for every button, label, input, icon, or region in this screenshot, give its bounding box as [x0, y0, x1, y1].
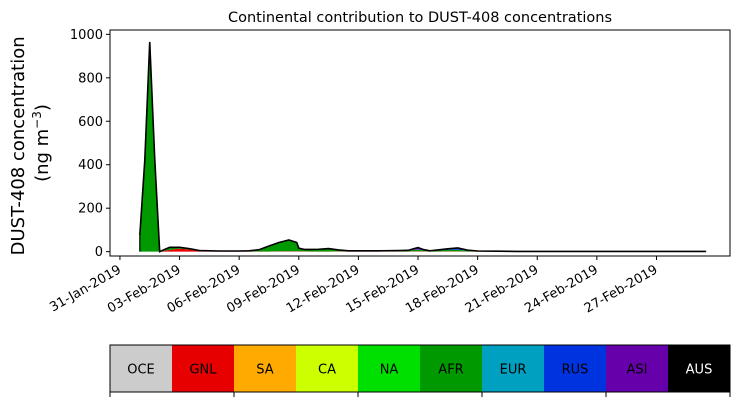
y-tick-label: 1000	[70, 28, 103, 43]
chart-title: Continental contribution to DUST-408 con…	[228, 10, 612, 26]
legend-colorbar: OCE GNL SA CA NA AFR EUR RUS ASI AUS	[109, 344, 731, 397]
area-rus	[139, 41, 707, 252]
y-tick-label: 0	[95, 245, 103, 260]
legend-label-sa: SA	[256, 363, 273, 378]
y-axis: 0 200 400 600 800 1000	[70, 28, 110, 260]
y-axis-label-line2: (ng m−3)	[30, 104, 53, 182]
y-tick-label: 600	[78, 115, 103, 130]
total-line	[139, 41, 707, 253]
y-tick-label: 800	[78, 71, 103, 86]
y-axis-label-line1: DUST-408 concentration	[8, 36, 29, 255]
legend-label-rus: RUS	[562, 363, 589, 378]
legend-swatch-eur	[482, 345, 544, 392]
legend-label-oce: OCE	[127, 363, 155, 378]
legend-frame	[109, 344, 731, 393]
y-tick-label: 200	[78, 202, 103, 217]
legend-swatch-aus	[668, 345, 730, 392]
legend-swatch-sa	[234, 345, 296, 392]
x-axis: 31-Jan-201903-Feb-201906-Feb-201909-Feb-…	[47, 256, 660, 316]
series-areas	[139, 41, 707, 253]
legend-label-afr: AFR	[438, 363, 463, 378]
legend-label-gnl: GNL	[189, 363, 217, 378]
legend-label-asi: ASI	[627, 363, 648, 378]
legend-swatch-gnl	[172, 345, 234, 392]
area-afr	[139, 41, 707, 252]
y-axis-label: DUST-408 concentration (ng m−3)	[8, 31, 53, 256]
legend-label-ca: CA	[318, 363, 336, 378]
legend-swatch-asi	[606, 345, 668, 392]
legend-swatch-oce	[110, 345, 172, 392]
legend-label-na: NA	[380, 363, 399, 378]
legend-label-eur: EUR	[500, 363, 527, 378]
legend-swatch-na	[358, 345, 420, 392]
area-asi	[139, 41, 707, 252]
legend-label-aus: AUS	[686, 363, 713, 378]
y-tick-label: 400	[78, 158, 103, 173]
legend-swatch-afr	[420, 345, 482, 392]
legend-swatch-rus	[544, 345, 606, 392]
legend-swatch-ca	[296, 345, 358, 392]
plot-frame	[109, 29, 731, 257]
area-gnl	[139, 248, 707, 252]
